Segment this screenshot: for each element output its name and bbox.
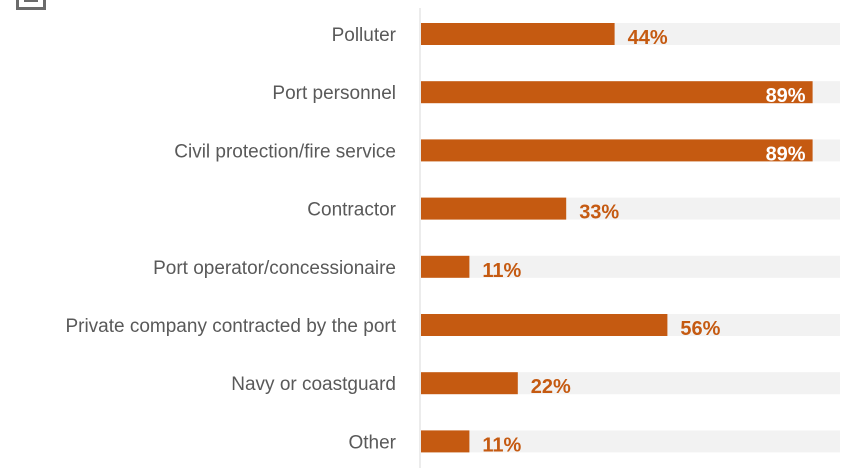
bar [421,81,813,104]
category-label: Other [348,432,396,453]
data-label: 33% [579,202,619,224]
bar-track [421,430,840,453]
bar [421,372,518,395]
category-label: Civil protection/fire service [174,141,396,162]
bar [421,314,668,336]
data-label: 89% [766,143,806,165]
category-label: Contractor [307,200,396,221]
category-label: Navy or coastguard [231,374,396,395]
bar-track [421,255,840,278]
data-label: 44% [628,27,668,49]
data-label: 56% [680,318,720,340]
data-label: 11% [482,434,521,456]
data-label: 11% [482,260,521,282]
category-label: Port personnel [272,83,396,104]
bar-track [421,372,840,395]
category-label: Private company contracted by the port [65,316,396,337]
category-label: Polluter [332,25,397,46]
bar [421,430,470,453]
bar [421,23,615,45]
bar [421,197,567,220]
window-icon [16,0,46,10]
data-label: 22% [531,376,571,398]
bar [421,139,813,162]
category-label: Port operator/concessionaire [153,258,396,279]
data-label: 89% [766,85,806,107]
bar [421,255,470,278]
